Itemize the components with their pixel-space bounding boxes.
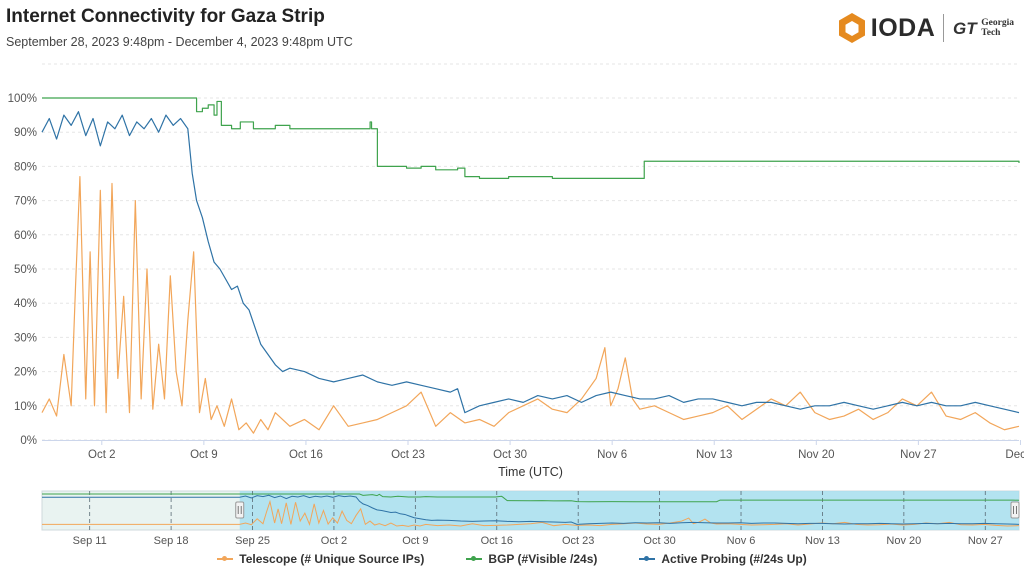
y-tick-label: 70% [14,196,37,208]
y-tick-label: 10% [14,401,37,413]
x-tick-label: Dec 4 [1005,449,1024,461]
series-line-telescope[interactable] [41,176,1020,434]
ioda-logo-icon [838,13,865,43]
y-tick-label: 30% [14,332,37,344]
chart-legend: Telescope (# Unique Source IPs) BGP (#Vi… [0,552,1024,566]
y-tick-label: 20% [14,367,37,379]
georgia-tech-logo-text: Georgia Tech [981,18,1014,38]
x-tick-label: Nov 27 [900,449,936,461]
x-axis-labels: Oct 2 Oct 9 Oct 16 Oct 23 Oct 30 Nov 6 Nov 13 N… [88,440,1024,461]
x-tick-label: Nov 13 [696,449,732,461]
navigator-handle-left[interactable] [235,501,245,519]
navigator-tick-label: Oct 9 [402,535,428,547]
grid-lines [42,63,1019,441]
navigator-tick-label: Nov 13 [805,535,840,547]
navigator-line-telescope [42,499,1020,527]
navigator-line-bgp [42,493,1020,503]
georgia-tech-line2: Tech [981,28,1001,38]
y-tick-label: 80% [14,161,37,173]
navigator-tick-label: Sep 18 [154,535,189,547]
legend-telescope-label: Telescope (# Unique Source IPs) [239,552,425,566]
navigator-tick-label: Nov 20 [886,535,921,547]
navigator-tick-label: Nov 27 [968,535,1003,547]
y-axis-labels: 0% 10% 20% 30% 40% 50% 60% 70% 80% 90% 100% [8,93,37,447]
x-tick-label: Oct 30 [493,449,527,461]
legend-active-probing-label: Active Probing (#/24s Up) [661,552,807,566]
x-tick-label: Nov 6 [597,449,627,461]
y-tick-label: 60% [14,230,37,242]
navigator-tick-label: Oct 30 [643,535,675,547]
navigator-line-active-probing [42,494,1020,525]
navigator-series [42,493,1020,527]
y-tick-label: 0% [20,435,37,447]
logo-bar: IODA GT Georgia Tech [837,10,1014,46]
navigator-handle-grip[interactable] [1010,501,1020,519]
legend-item-telescope[interactable]: Telescope (# Unique Source IPs) [217,552,424,566]
x-tick-label: Oct 16 [289,449,323,461]
chart-title: Internet Connectivity for Gaza Strip [6,6,325,27]
x-tick-label: Oct 23 [391,449,425,461]
navigator-tick-label: Oct 16 [481,535,513,547]
legend-item-bgp[interactable]: BGP (#Visible /24s) [466,552,597,566]
y-tick-label: 100% [8,93,37,105]
logo-divider [943,14,945,42]
series-group [41,97,1020,434]
x-tick-label: Oct 2 [88,449,115,461]
chart-subtitle: September 28, 2023 9:48pm - December 4, … [6,35,353,49]
y-tick-label: 90% [14,127,37,139]
x-tick-label: Oct 9 [190,449,217,461]
legend-active-probing-swatch-icon [639,556,656,561]
series-line-bgp[interactable] [42,97,1020,179]
ioda-logo-text: IODA [870,13,936,42]
navigator-tick-label: Nov 6 [727,535,756,547]
y-tick-label: 50% [14,264,37,276]
x-axis-title: Time (UTC) [498,465,563,479]
navigator[interactable]: Sep 11 Sep 18 Sep 25 Oct 2 Oct 9 Oct 16 Oct 23… [41,490,1024,547]
georgia-tech-logo-mark: GT [953,19,978,38]
navigator-handle-grip[interactable] [235,501,245,519]
x-tick-label: Nov 20 [798,449,834,461]
navigator-axis-labels: Sep 11 Sep 18 Sep 25 Oct 2 Oct 9 Oct 16 Oct 23… [73,535,1003,547]
legend-item-active-probing[interactable]: Active Probing (#/24s Up) [639,552,807,566]
georgia-tech-line1: Georgia [981,18,1014,28]
navigator-tick-label: Sep 11 [73,535,107,547]
series-line-active-probing[interactable] [41,111,1020,414]
navigator-tick-label: Sep 25 [235,535,270,547]
legend-bgp-label: BGP (#Visible /24s) [488,552,598,566]
legend-telescope-swatch-icon [217,556,234,561]
y-tick-label: 40% [14,298,37,310]
georgia-tech-logo-icon: GT [953,19,978,38]
legend-bgp-swatch-icon [466,556,483,561]
navigator-handle-right[interactable] [1010,501,1020,519]
navigator-tick-label: Oct 2 [321,535,347,547]
navigator-tick-label: Oct 23 [562,535,594,547]
